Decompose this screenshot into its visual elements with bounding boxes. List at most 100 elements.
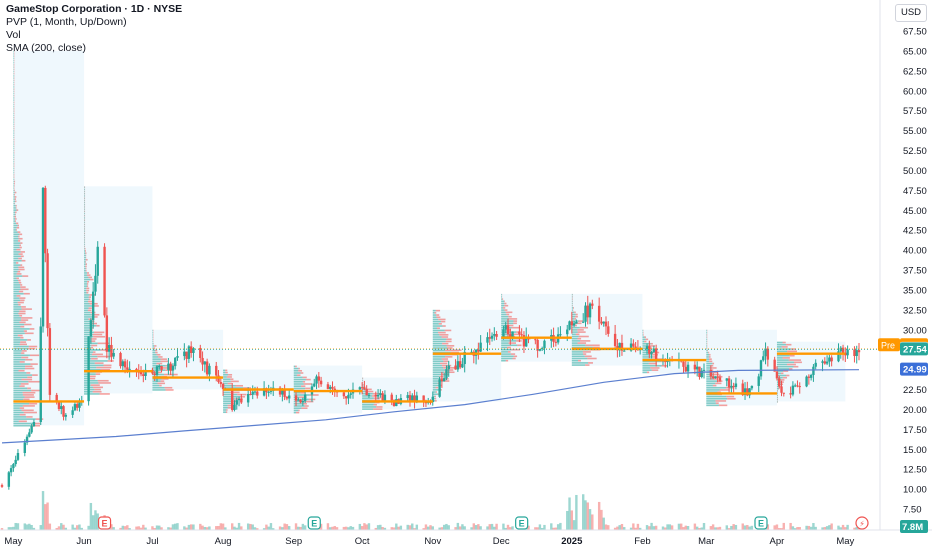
candle-body [507,325,509,334]
profile-bar-down [89,376,95,378]
profile-bar-up [84,281,87,283]
profile-bar-up [572,345,586,347]
legend-sma-indicator[interactable]: SMA (200, close) [6,42,182,55]
profile-bar-up [642,369,651,371]
profile-bar-up [433,345,447,347]
profile-bar-down [98,382,110,384]
legend-pvp-indicator[interactable]: PVP (1, Month, Up/Down) [6,16,182,29]
profile-bar-up [84,261,85,263]
candle-body [40,326,42,422]
profile-bar-up [13,150,14,152]
profile-bar-down [21,357,28,359]
volume-bar [671,525,673,530]
profile-bar-down [88,310,92,312]
profile-bar-up [13,132,14,134]
candle-body [46,253,48,328]
profile-bar-down [443,360,448,362]
volume-bar [463,526,465,530]
profile-bar-up [294,407,302,409]
profile-bar-down [720,389,730,391]
candle-body [368,395,370,396]
profile-bar-up [294,388,305,390]
profile-bar-up [13,269,18,271]
profile-bar-up [152,350,155,352]
profile-bar-down [15,216,17,218]
profile-bar-up [13,115,14,117]
volume-badge: 7.8M [902,522,923,533]
candle-body [438,379,440,396]
volume-bar [188,525,190,530]
profile-bar-down [31,390,41,392]
profile-bar-up [501,358,512,360]
profile-bar-down [709,358,712,360]
profile-bar-up [13,302,17,304]
profile-bar-down [442,336,448,338]
volume-bar [58,526,60,530]
profile-bar-down [100,393,110,395]
profile-bar-down [782,346,788,348]
profile-bar-down [588,362,593,364]
profile-bar-up [501,349,511,351]
volume-bar [477,524,479,530]
candle-body [710,370,712,377]
profile-bar-down [86,290,89,292]
volume-bar [710,526,712,530]
volume-bar [151,526,153,530]
profile-bar-down [18,370,24,372]
profile-bar-down [514,320,518,322]
volume-bar [618,525,620,530]
profile-bar-down [442,343,448,345]
volume-bar [247,523,249,530]
profile-bar-down [16,249,20,251]
profile-bar-up [13,366,25,368]
profile-bar-down [363,384,364,386]
profile-bar-down [86,288,89,290]
profile-bar-up [13,58,14,60]
profile-bar-down [577,329,584,331]
profile-bar-down [508,316,511,318]
profile-bar-down [98,380,109,382]
candle-body [254,392,256,393]
profile-bar-up [706,400,715,402]
profile-bar-down [783,377,787,379]
profile-bar-up [777,362,794,364]
profile-bar-down [19,238,23,240]
profile-bar-up [84,356,97,358]
candle-body [49,328,51,395]
profile-bar-up [13,317,21,319]
profile-bar-down [165,387,173,389]
profile-bar-up [13,405,22,407]
profile-bar-down [790,355,795,357]
profile-bar-up [84,200,85,202]
profile-bar-down [502,298,503,300]
profile-bar-down [436,314,439,316]
profile-bar-down [21,306,26,308]
legend-volume-indicator[interactable]: Vol [6,29,182,42]
profile-bar-down [303,381,305,383]
profile-bar-down [506,360,508,362]
legend-symbol-title[interactable]: GameStop Corporation · 1D · NYSE [6,3,182,16]
candle-body [858,350,860,352]
volume-bar [30,525,32,530]
profile-bar-up [84,197,85,199]
candle-body [60,406,62,409]
profile-bar-up [13,179,14,181]
candle-body [559,334,561,335]
profile-bar-down [21,352,24,354]
volume-bar [379,525,381,530]
profile-bar-down [14,126,15,128]
profile-bar-up [13,84,14,86]
profile-bar-down [574,318,576,320]
profile-box-nov [433,310,501,402]
currency-button[interactable]: USD [895,4,927,22]
profile-bar-down [93,334,103,336]
profile-bar-up [362,408,373,410]
profile-bar-down [228,383,232,385]
profile-bar-down [435,398,436,400]
profile-bar-down [435,400,437,402]
price-tick-label: 55.00 [903,126,927,137]
profile-bar-up [13,286,20,288]
profile-bar-down [504,309,507,311]
profile-bar-down [15,203,16,205]
